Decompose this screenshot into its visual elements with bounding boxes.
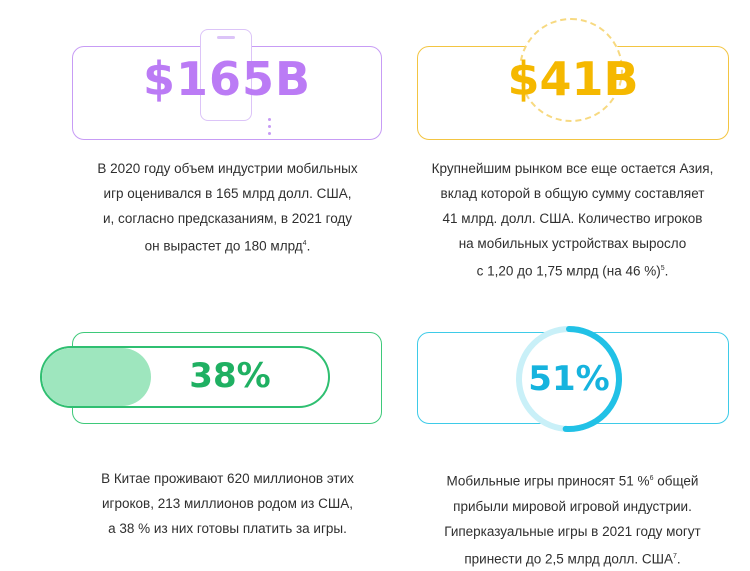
description-line: принести до 2,5 млрд долл. США7. [410, 544, 735, 571]
description-line: на мобильных устройствах выросло [410, 231, 735, 256]
progress-fill [42, 348, 151, 406]
stat-value-165b: $165B [72, 52, 382, 106]
description-line: В Китае проживают 620 миллионов этих [75, 466, 380, 491]
description-line: Гиперказуальные игры в 2021 году могут [410, 519, 735, 544]
description-line: В 2020 году объем индустрии мобильных [75, 156, 380, 181]
footnote-ref: 5 [661, 265, 665, 272]
description-line: с 1,20 до 1,75 млрд (на 46 %)5. [410, 256, 735, 284]
phone-notch [217, 36, 235, 39]
stat-description-4: Мобильные игры приносят 51 %6 общей приб… [410, 466, 735, 571]
description-line: игроков, 213 миллионов родом из США, [75, 491, 380, 516]
description-line: прибыли мировой игровой индустрии. [410, 494, 735, 519]
stat-value-41b: $41B [417, 52, 729, 106]
description-line: игр оценивался в 165 млрд долл. США, [75, 181, 380, 206]
stat-value-51: 51% [513, 359, 625, 399]
description-line: вклад которой в общую сумму составляет [410, 181, 735, 206]
description-line: он вырастет до 180 млрд4. [75, 231, 380, 259]
description-line: а 38 % из них готовы платить за игры. [75, 516, 380, 541]
stat-description-1: В 2020 году объем индустрии мобильных иг… [75, 156, 380, 259]
stat-description-2: Крупнейшим рынком все еще остается Азия,… [410, 156, 735, 284]
stat-description-3: В Китае проживают 620 миллионов этих игр… [75, 466, 380, 541]
description-line: и, согласно предсказаниям, в 2021 году [75, 206, 380, 231]
description-line: Мобильные игры приносят 51 %6 общей [410, 466, 735, 494]
footnote-ref: 7 [673, 553, 677, 560]
footnote-ref: 4 [303, 240, 307, 247]
description-line: 41 млрд. долл. США. Количество игроков [410, 206, 735, 231]
decorative-dots [268, 118, 274, 138]
description-line: Крупнейшим рынком все еще остается Азия, [410, 156, 735, 181]
stat-value-38: 38% [160, 356, 300, 396]
